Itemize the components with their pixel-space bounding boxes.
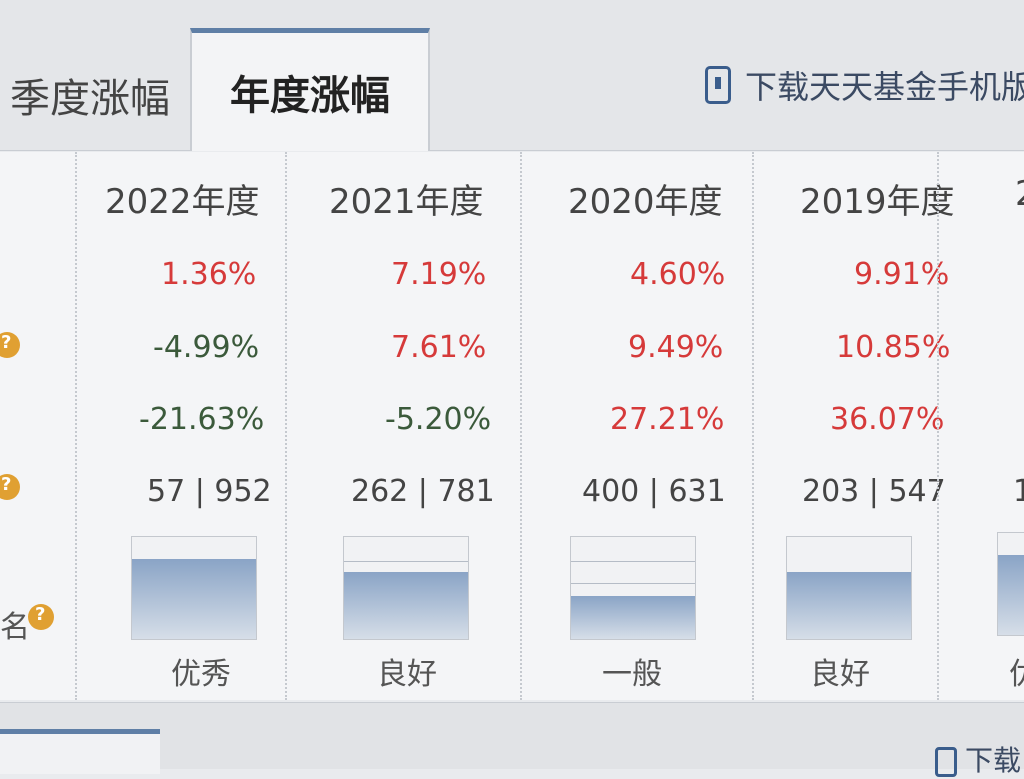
- download-app-link[interactable]: 下载天天基金手机版: [705, 62, 1024, 108]
- quartile-gauge: [997, 532, 1024, 636]
- column-header-year: 2022年度: [105, 182, 260, 222]
- category-average-return: -4.99%: [153, 330, 260, 365]
- index-return: -21.63%: [139, 402, 265, 437]
- quartile-rating: 优: [1009, 649, 1024, 693]
- column-header-year: 2021年度: [329, 182, 484, 222]
- index-return: 36.07%: [830, 402, 945, 437]
- similar-rank: 1: [1013, 474, 1024, 509]
- bottom-active-tab[interactable]: [0, 729, 160, 774]
- column-header-year: 2019年度: [800, 182, 955, 222]
- similar-rank: 57 | 952: [147, 474, 272, 509]
- annual-performance-table: 名 2022年度 1.36% -4.99% -21.63% 57 | 952 优…: [0, 152, 1024, 700]
- column-2021: 2021年度 7.19% 7.61% -5.20% 262 | 781 良好: [285, 152, 522, 700]
- question-icon[interactable]: [28, 604, 54, 630]
- tab-bar: 季度涨幅 年度涨幅 下载天天基金手机版: [0, 0, 1024, 151]
- column-header-year: 2: [1015, 174, 1024, 214]
- question-icon[interactable]: [0, 332, 20, 358]
- fund-return: 4.60%: [630, 257, 726, 292]
- category-average-return: 7.61%: [391, 330, 487, 365]
- quartile-rating: 良好: [377, 657, 437, 692]
- similar-rank: 262 | 781: [351, 474, 495, 509]
- quartile-gauge: [786, 536, 912, 640]
- phone-download-icon: [935, 747, 957, 777]
- index-return: -5.20%: [385, 402, 492, 437]
- quartile-gauge: [343, 536, 469, 640]
- similar-rank: 203 | 547: [802, 474, 946, 509]
- tab-quarterly-change[interactable]: 季度涨幅: [0, 40, 190, 150]
- bottom-download-text: 下载: [965, 744, 1022, 777]
- tab-annual-change[interactable]: 年度涨幅: [190, 28, 430, 151]
- fund-return: 9.91%: [854, 257, 950, 292]
- quartile-rating: 良好: [810, 657, 870, 692]
- quartile-gauge: [570, 536, 696, 640]
- question-icon[interactable]: [0, 474, 20, 500]
- category-average-return: 10.85%: [836, 330, 951, 365]
- index-return: 27.21%: [610, 402, 725, 437]
- bottom-tab-bar: 下载: [0, 702, 1024, 777]
- category-average-return: 9.49%: [628, 330, 724, 365]
- download-app-text: 下载天天基金手机版: [745, 68, 1024, 106]
- column-header-year: 2020年度: [568, 182, 723, 222]
- column-partial: 2 1 优: [937, 152, 1024, 700]
- quartile-rating: 一般: [602, 657, 662, 692]
- fund-return: 1.36%: [161, 257, 257, 292]
- column-2019: 2019年度 9.91% 10.85% 36.07% 203 | 547 良好: [752, 152, 955, 700]
- phone-download-icon: [705, 66, 731, 104]
- quartile-rating: 优秀: [171, 657, 231, 692]
- column-2022: 2022年度 1.36% -4.99% -21.63% 57 | 952 优秀: [75, 152, 287, 700]
- column-2020: 2020年度 4.60% 9.49% 27.21% 400 | 631 一般: [520, 152, 754, 700]
- quartile-gauge: [131, 536, 257, 640]
- fund-return: 7.19%: [391, 257, 487, 292]
- bottom-download-link[interactable]: 下载: [935, 739, 1021, 779]
- similar-rank: 400 | 631: [582, 474, 726, 509]
- row-label-rank-fragment: 名: [0, 610, 30, 645]
